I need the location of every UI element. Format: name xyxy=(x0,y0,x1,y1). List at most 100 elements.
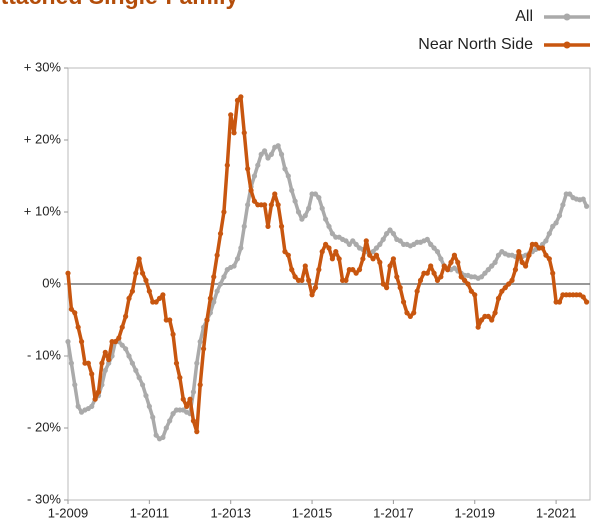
data-point xyxy=(238,245,244,251)
data-point xyxy=(187,396,193,402)
data-point xyxy=(133,270,139,276)
data-point xyxy=(194,360,200,366)
data-point xyxy=(478,317,485,323)
data-point xyxy=(156,295,163,301)
data-point xyxy=(129,288,136,294)
data-point xyxy=(167,317,173,323)
data-point xyxy=(438,274,444,280)
y-tick-label: + 20% xyxy=(24,131,62,146)
data-point xyxy=(316,267,322,273)
data-point xyxy=(75,324,81,330)
data-point xyxy=(580,294,586,300)
data-point xyxy=(268,202,274,208)
data-point xyxy=(245,202,251,208)
data-point xyxy=(194,429,200,435)
data-point xyxy=(268,151,274,157)
data-point xyxy=(234,256,241,262)
data-point xyxy=(299,216,305,222)
data-point xyxy=(445,267,451,273)
data-point xyxy=(411,310,417,316)
data-point xyxy=(302,263,308,269)
data-point xyxy=(465,281,471,287)
data-point xyxy=(68,306,74,312)
data-point xyxy=(234,97,241,103)
data-point xyxy=(370,249,376,255)
data-point xyxy=(177,375,183,381)
data-point xyxy=(285,173,291,179)
data-point xyxy=(282,166,288,172)
data-point xyxy=(326,245,332,251)
data-point xyxy=(448,259,454,265)
data-point xyxy=(102,349,108,355)
data-point xyxy=(200,346,207,352)
data-point xyxy=(136,375,142,381)
data-point xyxy=(394,274,400,280)
data-point xyxy=(522,263,529,269)
data-point xyxy=(289,267,295,273)
data-point xyxy=(72,382,78,388)
y-tick-label: - 10% xyxy=(27,347,61,362)
data-point xyxy=(495,295,502,301)
data-point xyxy=(89,403,95,409)
data-point xyxy=(214,288,220,294)
data-point xyxy=(316,195,322,201)
data-point xyxy=(353,241,359,247)
data-point xyxy=(336,256,342,262)
data-point xyxy=(190,418,197,424)
data-point xyxy=(126,353,132,359)
x-tick-label: 1-2019 xyxy=(455,505,495,520)
data-point xyxy=(458,274,464,280)
data-point xyxy=(217,231,224,237)
data-point xyxy=(387,227,393,233)
data-point xyxy=(116,335,122,341)
y-tick-label: 0% xyxy=(42,275,61,290)
data-point xyxy=(211,274,217,280)
data-point xyxy=(526,252,532,258)
data-point xyxy=(468,288,474,294)
data-point xyxy=(99,360,105,366)
data-point xyxy=(431,270,437,276)
data-point xyxy=(95,389,102,395)
data-point xyxy=(472,292,478,298)
data-point xyxy=(390,256,397,262)
data-point xyxy=(228,112,234,118)
data-point xyxy=(272,191,278,197)
data-point xyxy=(204,317,210,323)
data-point xyxy=(292,274,298,280)
data-point xyxy=(92,396,98,402)
data-point xyxy=(180,396,186,402)
data-point xyxy=(119,342,125,348)
data-point xyxy=(428,241,434,247)
data-point xyxy=(482,270,488,276)
data-point xyxy=(499,288,505,294)
data-point xyxy=(160,292,166,298)
data-point xyxy=(350,238,356,244)
data-point xyxy=(150,414,156,420)
x-tick-label: 1-2021 xyxy=(536,505,576,520)
data-point xyxy=(343,238,349,244)
data-point xyxy=(136,256,142,262)
data-point xyxy=(261,202,268,208)
data-point xyxy=(438,256,444,262)
y-tick-label: + 10% xyxy=(24,203,62,218)
data-point xyxy=(221,209,227,215)
data-point xyxy=(451,252,458,258)
data-point xyxy=(112,339,119,345)
data-point xyxy=(333,249,339,255)
data-point xyxy=(102,367,108,373)
data-point xyxy=(329,256,335,262)
data-point xyxy=(72,310,78,316)
data-point xyxy=(190,389,197,395)
data-point xyxy=(543,252,549,258)
data-point xyxy=(424,270,430,276)
data-point xyxy=(390,231,397,237)
data-point xyxy=(139,382,146,388)
data-point xyxy=(384,231,390,237)
data-point xyxy=(343,277,349,283)
data-point xyxy=(485,267,491,273)
data-point xyxy=(275,143,281,149)
data-point xyxy=(278,223,285,229)
data-point xyxy=(306,205,312,211)
data-point xyxy=(356,267,363,273)
